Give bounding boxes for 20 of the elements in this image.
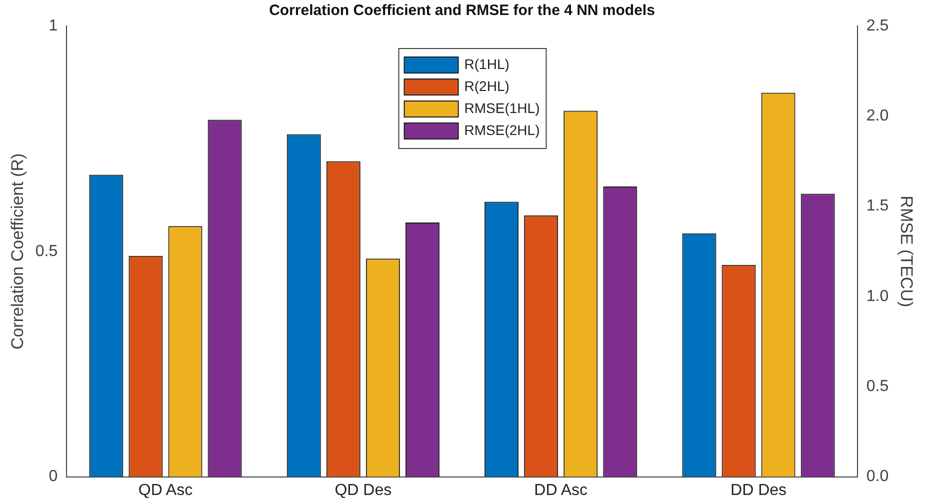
y2-tick-label: 0.0 [866,468,889,486]
y-tick-label: 0.5 [35,242,58,260]
legend-label: R(2HL) [464,78,510,94]
y2-tick-label: 1.0 [866,288,889,305]
legend-label: RMSE(2HL) [464,122,540,138]
x-tick-label: QD Des [334,482,392,499]
x-tick-label: DD Des [730,482,787,499]
y-tick-label: 1 [48,17,58,34]
y-axis-title: Correlation Coefficient (R) [8,153,27,350]
y2-axis-title: RMSE (TECU) [897,196,916,308]
y2-tick-label: 0.5 [866,378,889,396]
legend-label: RMSE(1HL) [464,100,540,116]
y2-tick-label: 1.5 [866,198,889,215]
legend-label: R(1HL) [464,56,510,72]
y-tick-label: 0 [48,468,58,486]
y2-tick-label: 2.5 [866,17,889,34]
x-tick-label: QD Asc [138,482,193,499]
y2-tick-label: 2.0 [866,108,889,125]
chart-title: Correlation Coefficient and RMSE for the 4 NN models [269,2,655,20]
x-tick-label: DD Asc [534,482,588,499]
